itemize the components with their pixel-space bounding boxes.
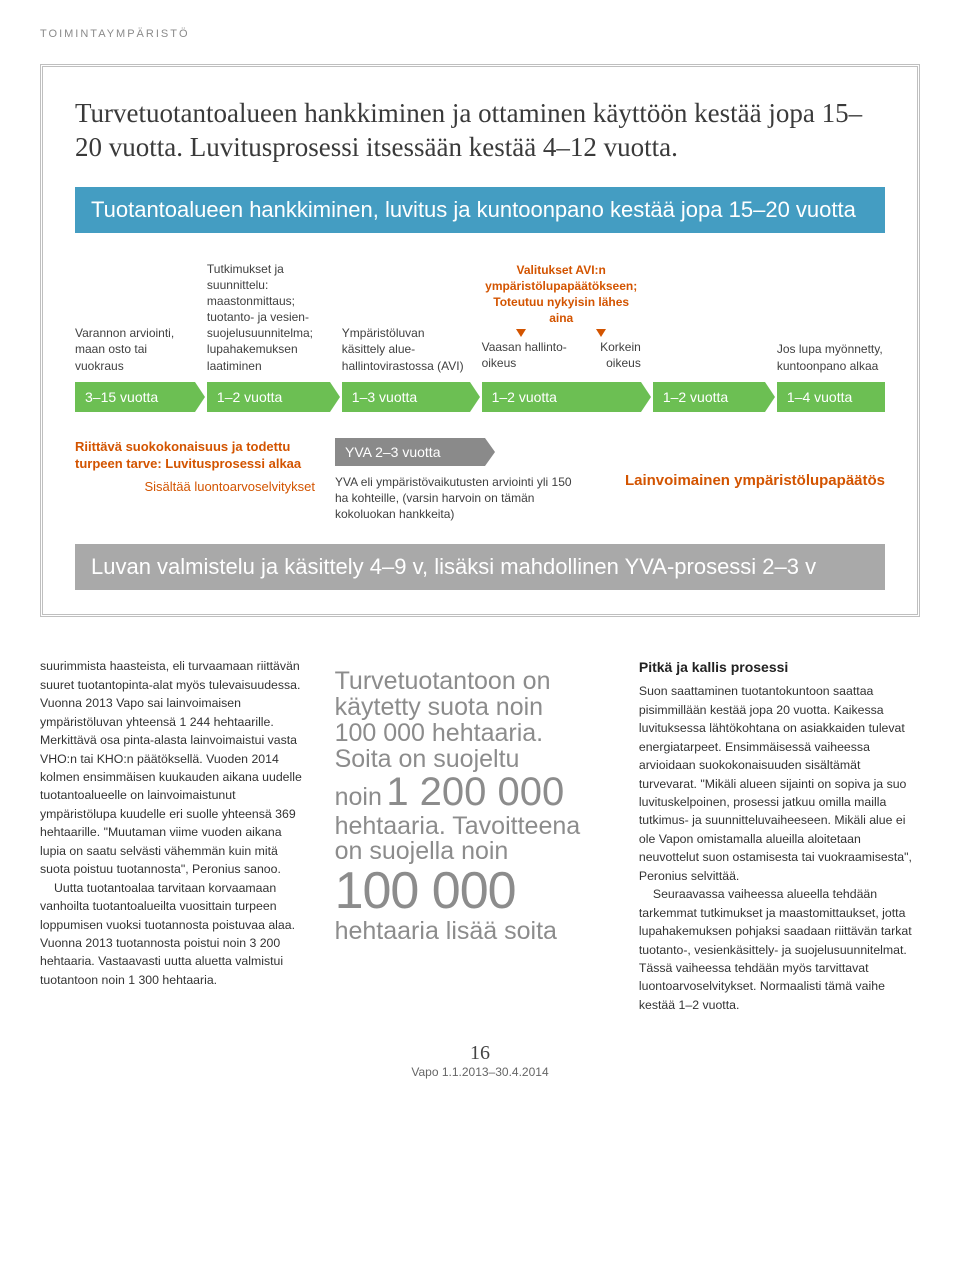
column-1: suurimmista haasteista, eli turvaamaan r… — [40, 657, 307, 1014]
column-2-quote: Turvetuotantoon on käytetty suota noin 1… — [335, 657, 611, 1014]
quote-huge-number: 100 000 — [335, 865, 611, 919]
quote-line: hehtaaria. Tavoitteena — [335, 814, 611, 840]
page: TOIMINTAYMPÄRISTÖ Turvetuotantoalueen ha… — [0, 0, 960, 1103]
column-3: Pitkä ja kallis prosessi Suon saattamine… — [639, 657, 920, 1014]
process-frame: Turvetuotantoalueen hankkiminen ja ottam… — [40, 64, 920, 617]
stage-pill: 1–2 vuotta — [482, 382, 641, 412]
appeal-arrows — [482, 329, 641, 337]
quote-line: Soita on suojeltu — [335, 747, 611, 773]
process-start-subnote: Sisältää luontoarvo­selvitykset — [75, 479, 315, 494]
appeal-left: Vaasan hallinto-oikeus — [482, 339, 574, 371]
stage-4: 1–2 vuotta — [653, 261, 765, 412]
appeal-right: Korkein oikeus — [580, 339, 641, 371]
stage-desc: Jos lupa myönnetty, kuntoonpano alkaa — [777, 262, 885, 374]
issue-label: Vapo 1.1.2013–30.4.2014 — [40, 1065, 920, 1079]
appeal-top-text: Valitukset AVI:n ympäristölupa­päätöksee… — [482, 262, 641, 327]
body-paragraph: suurimmista haasteista, eli turvaamaan r… — [40, 657, 307, 878]
body-paragraph: Suon saattaminen tuotantokuntoon saattaa… — [639, 682, 920, 885]
intro-text: Turvetuotantoalueen hankkiminen ja ottam… — [75, 97, 885, 165]
annotation-right: Lainvoimainen ympäristölupapäätös — [605, 472, 885, 489]
annotation-row: Riittävä suokokonaisuus ja todettu turpe… — [75, 438, 885, 523]
summary-bar: Luvan valmistelu ja käsittely 4–9 v, lis… — [75, 544, 885, 590]
down-arrow-icon — [516, 329, 526, 337]
quote-line: 100 000 hehtaaria. — [335, 721, 611, 747]
stage-pill: 1–4 vuotta — [777, 382, 885, 412]
body-paragraph: Seuraavassa vaiheessa alueella tehdään t… — [639, 885, 920, 1014]
yva-pill: YVA 2–3 vuotta — [335, 438, 485, 466]
stage-pill: 1–2 vuotta — [653, 382, 765, 412]
stage-3-appeals: Valitukset AVI:n ympäristölupa­päätöksee… — [482, 261, 641, 412]
stage-row: Varannon arviointi, maan osto tai vuokra… — [75, 261, 885, 412]
stage-desc: Varannon arviointi, maan osto tai vuokra… — [75, 262, 195, 374]
stage-pill: 1–2 vuotta — [207, 382, 330, 412]
stage-pill: 3–15 vuotta — [75, 382, 195, 412]
annotation-left: Riittävä suokokonaisuus ja todettu turpe… — [75, 438, 315, 494]
stage-1: Tutkimukset ja suunnittelu: maastonmitta… — [207, 261, 330, 412]
pull-quote: Turvetuotantoon on käytetty suota noin 1… — [335, 669, 611, 944]
annotation-middle: YVA 2–3 vuotta YVA eli ympäristövaikutus… — [335, 438, 585, 523]
quote-word: noin — [335, 783, 382, 811]
quote-line: noin 1 200 000 — [335, 772, 611, 813]
process-start-note: Riittävä suokokonaisuus ja todettu turpe… — [75, 438, 315, 473]
body-paragraph: Uutta tuotantoalaa tarvitaan korvaamaan … — [40, 879, 307, 990]
stage-pill: 1–3 vuotta — [342, 382, 470, 412]
stage-desc: Ympäristöluvan käsittely alue­hallintovi… — [342, 262, 470, 374]
stage-0: Varannon arviointi, maan osto tai vuokra… — [75, 261, 195, 412]
text-columns: suurimmista haasteista, eli turvaamaan r… — [40, 657, 920, 1014]
stage-5: Jos lupa myönnetty, kuntoonpano alkaa 1–… — [777, 261, 885, 412]
stage-desc: Tutkimukset ja suunnittelu: maastonmitta… — [207, 261, 330, 374]
page-number: 16 — [40, 1042, 920, 1065]
quote-line: käytetty suota noin — [335, 695, 611, 721]
column-subheading: Pitkä ja kallis prosessi — [639, 657, 920, 678]
quote-big-number: 1 200 000 — [386, 770, 564, 814]
stage-2: Ympäristöluvan käsittely alue­hallintovi… — [342, 261, 470, 412]
quote-line: hehtaaria lisää soita — [335, 919, 611, 945]
page-footer: 16 Vapo 1.1.2013–30.4.2014 — [40, 1042, 920, 1079]
appeals-diagram: Valitukset AVI:n ympäristölupa­päätöksee… — [482, 262, 641, 374]
blue-header-bar: Tuotantoalueen hankkiminen, luvitus ja k… — [75, 187, 885, 233]
quote-line: Turvetuotantoon on — [335, 669, 611, 695]
yva-desc: YVA eli ympäristövaikutusten arviointi y… — [335, 474, 585, 523]
down-arrow-icon — [596, 329, 606, 337]
stage-desc — [653, 262, 765, 374]
section-label: TOIMINTAYMPÄRISTÖ — [40, 28, 920, 40]
